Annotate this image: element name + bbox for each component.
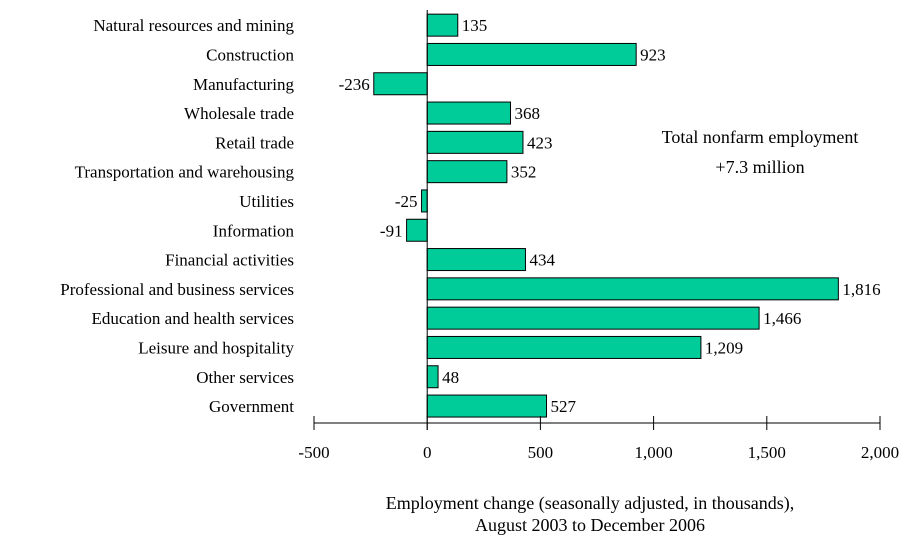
bar-education-and-health-services xyxy=(426,306,760,330)
x-tick-label: 1,500 xyxy=(748,443,786,462)
value-label-financial-activities: 434 xyxy=(529,251,555,270)
category-label-leisure-and-hospitality: Leisure and hospitality xyxy=(138,338,294,357)
value-label-retail-trade: 423 xyxy=(527,133,553,152)
category-label-professional-and-business-services: Professional and business services xyxy=(60,280,294,299)
x-tick-label: 2,000 xyxy=(861,443,899,462)
bar-wholesale-trade xyxy=(426,101,512,125)
x-tick-label: 0 xyxy=(423,443,432,462)
bar-transportation-and-warehousing xyxy=(426,160,508,184)
bar-other-services xyxy=(426,365,439,389)
x-tick-label: -500 xyxy=(298,443,329,462)
category-label-manufacturing: Manufacturing xyxy=(193,75,295,94)
category-label-construction: Construction xyxy=(206,45,294,64)
annotation-line-2: +7.3 million xyxy=(715,157,805,177)
bars-layer xyxy=(373,13,839,418)
annotation-line-1: Total nonfarm employment xyxy=(661,127,859,147)
category-label-education-and-health-services: Education and health services xyxy=(91,309,294,328)
value-label-information: -91 xyxy=(380,221,403,240)
value-label-transportation-and-warehousing: 352 xyxy=(511,163,537,182)
x-tick-label: 500 xyxy=(528,443,554,462)
value-label-government: 527 xyxy=(551,397,577,416)
bar-natural-resources-and-mining xyxy=(426,13,459,37)
value-label-natural-resources-and-mining: 135 xyxy=(462,16,488,35)
x-tick-label: 1,000 xyxy=(634,443,672,462)
category-label-transportation-and-warehousing: Transportation and warehousing xyxy=(75,163,295,182)
value-label-utilities: -25 xyxy=(395,192,418,211)
x-axis: -500 0 500 1,000 1,500 2,000 xyxy=(298,10,899,462)
bar-government xyxy=(426,394,548,418)
bar-leisure-and-hospitality xyxy=(426,335,702,359)
bar-construction xyxy=(426,42,637,66)
category-label-utilities: Utilities xyxy=(239,192,294,211)
value-label-other-services: 48 xyxy=(442,368,459,387)
value-label-wholesale-trade: 368 xyxy=(515,104,541,123)
bar-information xyxy=(406,218,428,242)
category-label-government: Government xyxy=(209,397,294,416)
x-axis-title-line-1: Employment change (seasonally adjusted, … xyxy=(385,493,795,513)
bar-utilities xyxy=(421,189,428,213)
category-label-natural-resources-and-mining: Natural resources and mining xyxy=(93,16,294,35)
total-annotation: Total nonfarm employment +7.3 million xyxy=(610,126,907,178)
bar-professional-and-business-services xyxy=(426,277,839,301)
bar-financial-activities xyxy=(426,248,526,272)
x-axis-title: Employment change (seasonally adjusted, … xyxy=(340,492,840,536)
category-label-wholesale-trade: Wholesale trade xyxy=(184,104,294,123)
labels-layer: Natural resources and mining 135 Construct… xyxy=(60,16,880,416)
value-label-professional-and-business-services: 1,816 xyxy=(842,280,880,299)
x-axis-title-line-2: August 2003 to December 2006 xyxy=(475,515,705,535)
value-label-construction: 923 xyxy=(640,45,666,64)
value-label-manufacturing: -236 xyxy=(339,75,370,94)
bar-retail-trade xyxy=(426,130,524,154)
value-label-leisure-and-hospitality: 1,209 xyxy=(705,338,743,357)
category-label-other-services: Other services xyxy=(196,368,294,387)
value-label-education-and-health-services: 1,466 xyxy=(763,309,801,328)
category-label-financial-activities: Financial activities xyxy=(165,251,294,270)
category-label-retail-trade: Retail trade xyxy=(215,133,294,152)
bar-manufacturing xyxy=(373,72,428,96)
category-label-information: Information xyxy=(213,221,295,240)
